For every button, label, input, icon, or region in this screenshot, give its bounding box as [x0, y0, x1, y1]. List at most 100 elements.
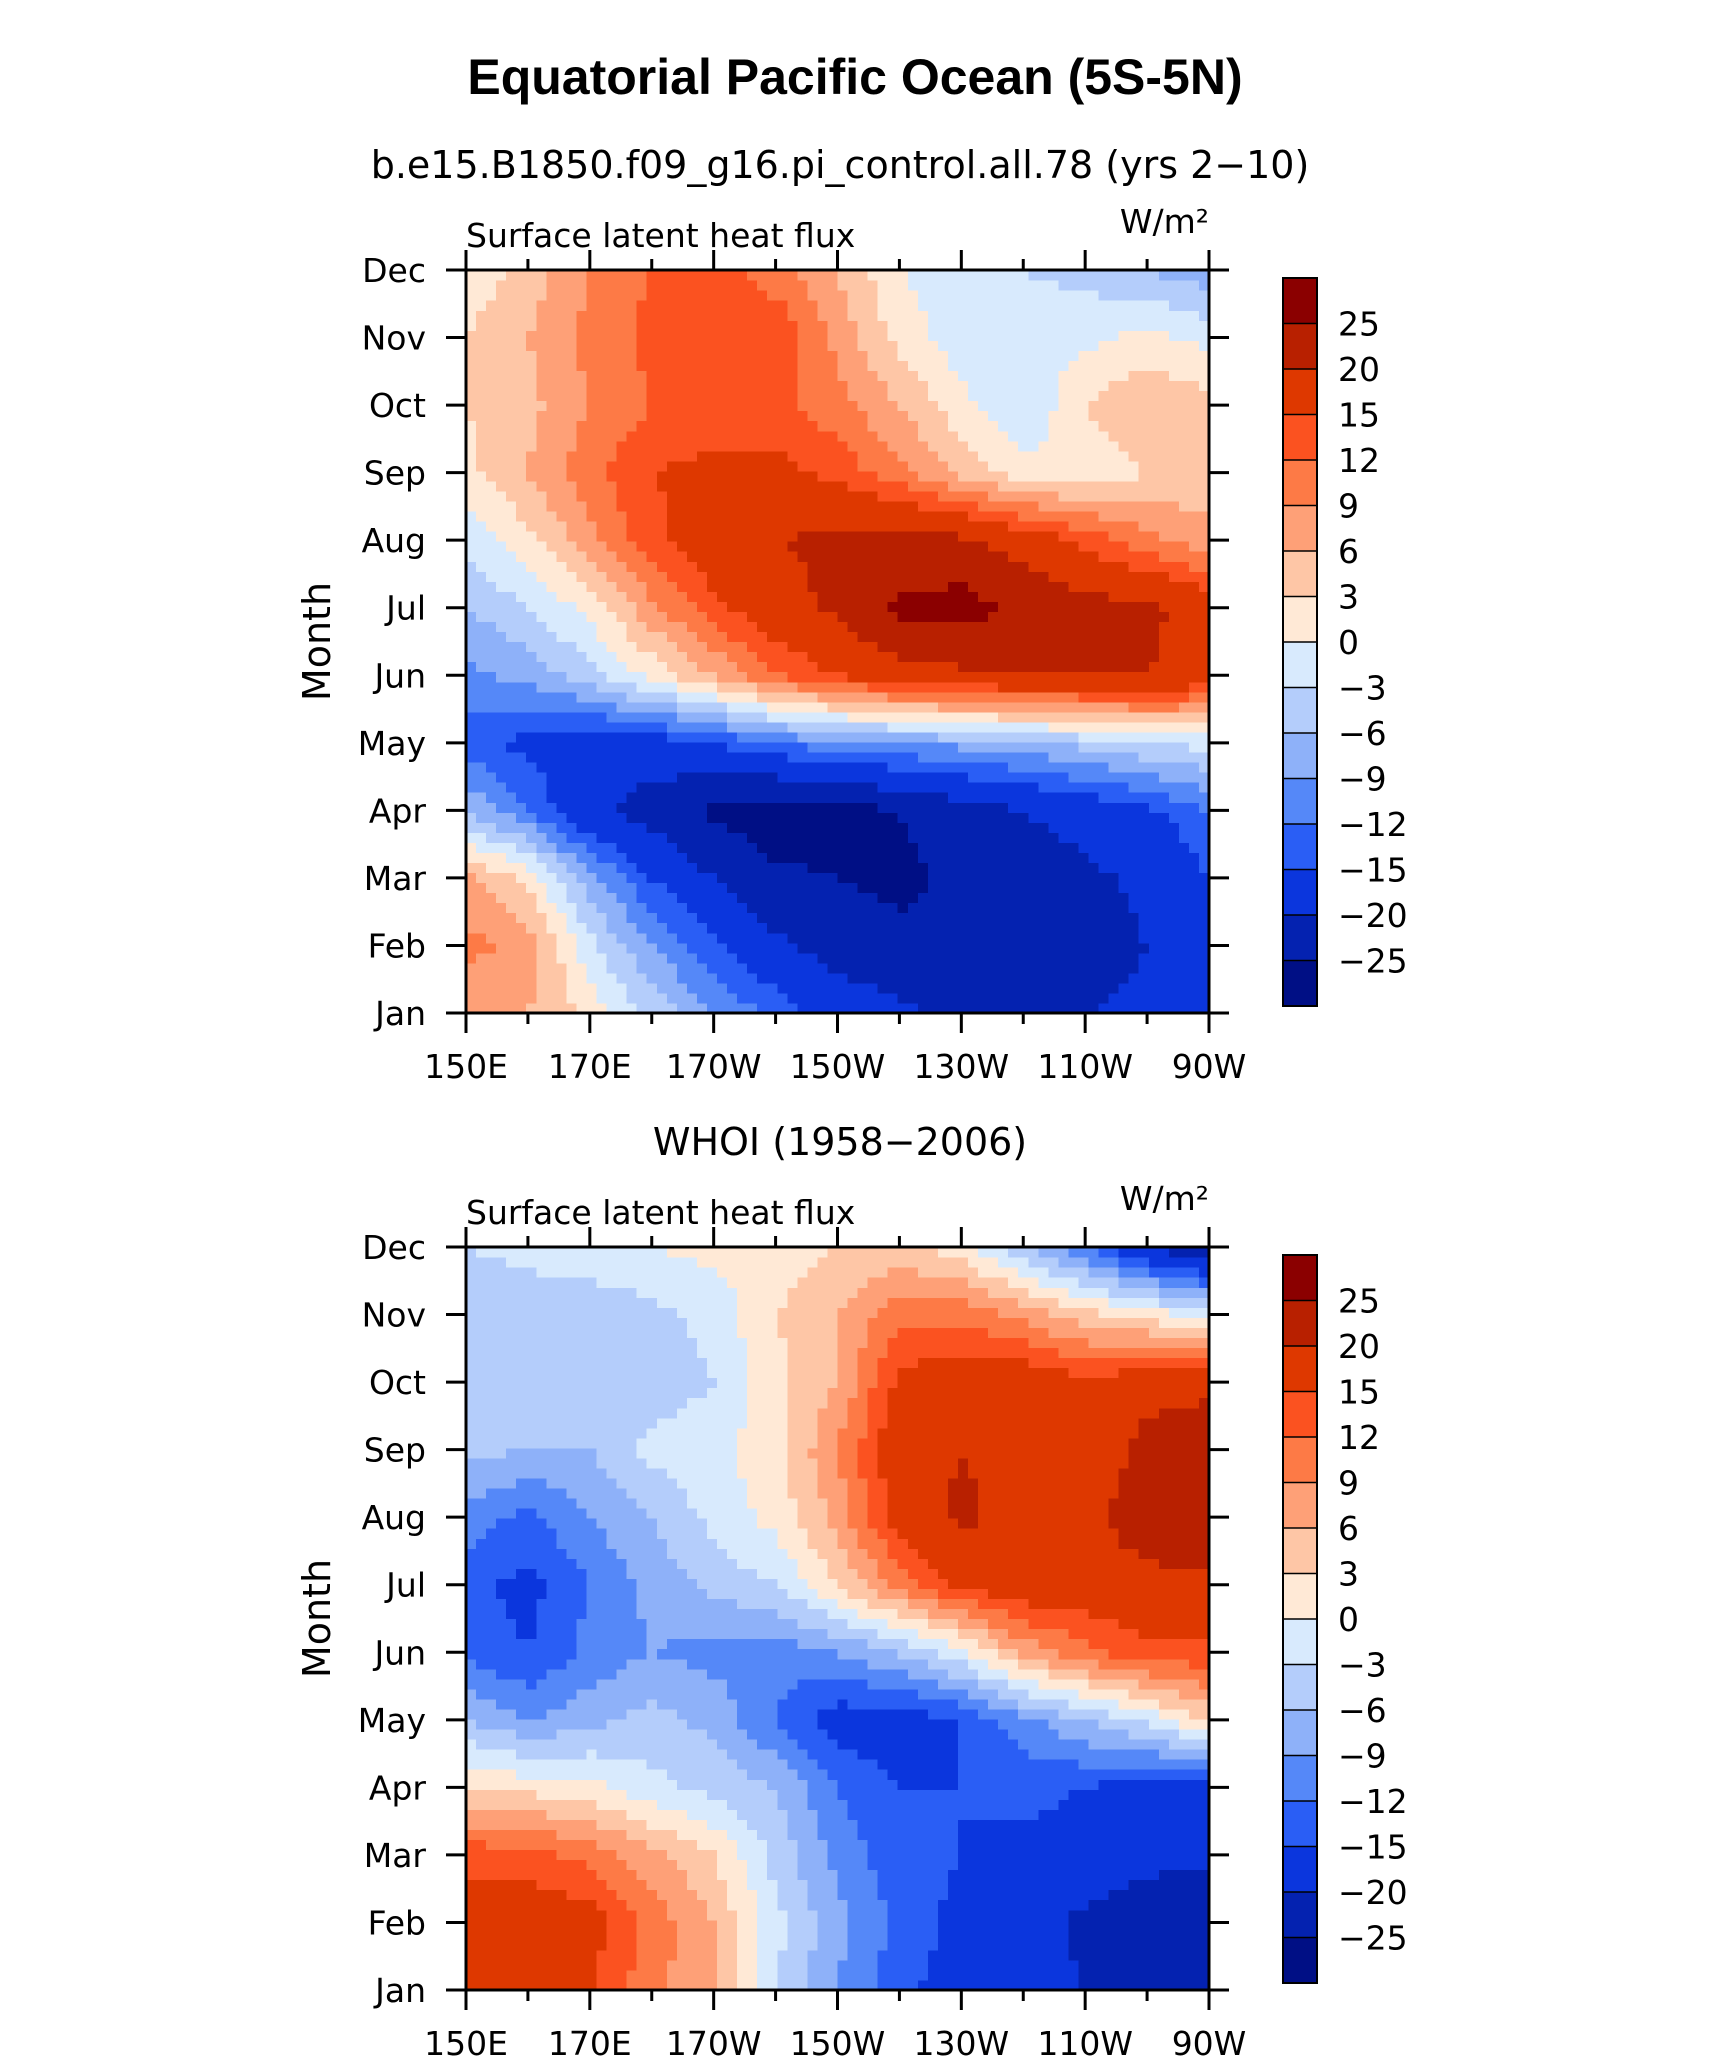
heatmap-cell — [596, 751, 608, 763]
heatmap-cell — [877, 832, 889, 843]
heatmap-cell — [1088, 681, 1100, 693]
heatmap-cell — [747, 400, 758, 412]
heatmap-cell — [506, 852, 517, 863]
heatmap-cell — [1008, 862, 1019, 874]
heatmap-cell — [496, 400, 507, 412]
heatmap-cell — [516, 661, 527, 673]
heatmap-cell — [817, 561, 829, 572]
heatmap-cell — [656, 822, 668, 833]
heatmap-cell — [566, 902, 578, 914]
heatmap-cell — [827, 460, 839, 472]
heatmap-cell — [616, 460, 628, 472]
heatmap-cell — [706, 872, 718, 884]
heatmap-cell — [777, 410, 788, 422]
heatmap-cell — [837, 852, 849, 863]
heatmap-cell — [1018, 360, 1029, 371]
heatmap-cell — [767, 390, 778, 402]
heatmap-cell — [536, 631, 547, 643]
heatmap-cell — [666, 641, 678, 653]
heatmap-cell — [676, 641, 688, 653]
heatmap-cell — [636, 872, 648, 884]
heatmap-cell — [1108, 832, 1120, 843]
heatmap-cell — [476, 470, 487, 482]
heatmap-cell — [998, 521, 1009, 532]
heatmap-cell — [1058, 711, 1070, 723]
heatmap-cell — [626, 872, 638, 884]
heatmap-cell — [787, 882, 798, 894]
heatmap-cell — [1198, 521, 1209, 532]
heatmap-cell — [937, 761, 949, 773]
heatmap-cell — [496, 782, 507, 793]
heatmap-cell — [706, 902, 718, 914]
heatmap-cell — [626, 792, 638, 803]
heatmap-cell — [496, 792, 507, 803]
heatmap-cell — [757, 561, 768, 572]
heatmap-cell — [857, 631, 869, 643]
heatmap-cell — [666, 561, 678, 572]
heatmap-cell — [867, 551, 879, 562]
heatmap-cell — [686, 772, 698, 783]
heatmap-cell — [797, 561, 808, 572]
heatmap-cell — [867, 741, 879, 753]
heatmap-cell — [506, 350, 517, 361]
heatmap-cell — [867, 832, 879, 843]
heatmap-cell — [978, 922, 989, 934]
heatmap-cell — [706, 571, 718, 582]
heatmap-cell — [506, 952, 517, 964]
heatmap-cell — [496, 551, 507, 562]
heatmap-cell — [1128, 621, 1140, 633]
heatmap-cell — [636, 430, 648, 442]
heatmap-cell — [717, 952, 728, 964]
heatmap-cell — [466, 541, 477, 552]
heatmap-cell — [1078, 510, 1090, 522]
heatmap-cell — [837, 882, 849, 894]
heatmap-cell — [466, 782, 477, 793]
heatmap-cell — [1088, 360, 1100, 371]
heatmap-cell — [596, 651, 608, 663]
heatmap-cell — [917, 962, 929, 974]
heatmap-cell — [1168, 1002, 1180, 1013]
heatmap-cell — [747, 521, 758, 532]
heatmap-cell — [827, 591, 839, 602]
heatmap-cell — [917, 641, 929, 653]
heatmap-cell — [516, 942, 527, 954]
heatmap-cell — [646, 731, 658, 743]
heatmap-cell — [636, 912, 648, 924]
heatmap-cell — [1098, 671, 1110, 683]
heatmap-cell — [646, 902, 658, 914]
heatmap-cell — [937, 671, 949, 683]
heatmap-cell — [636, 952, 648, 964]
heatmap-cell — [1018, 531, 1029, 542]
heatmap-cell — [1148, 571, 1160, 582]
heatmap-cell — [737, 390, 748, 402]
heatmap-cell — [556, 952, 567, 964]
heatmap-cell — [636, 470, 648, 482]
heatmap-cell — [676, 390, 688, 402]
heatmap-cell — [696, 591, 708, 602]
heatmap-cell — [1188, 972, 1200, 984]
heatmap-cell — [1128, 741, 1140, 753]
heatmap-cell — [767, 711, 778, 723]
heatmap-cell — [566, 521, 578, 532]
heatmap-cell — [1128, 571, 1140, 582]
heatmap-cell — [797, 802, 808, 813]
heatmap-cell — [1098, 500, 1110, 512]
heatmap-cell — [706, 601, 718, 612]
heatmap-cell — [917, 842, 929, 853]
panel-model: b.e15.B1850.f09_g16.pi_control.all.78 (y… — [295, 143, 1408, 1086]
heatmap-cell — [526, 581, 537, 592]
heatmap-cell — [1028, 551, 1039, 562]
heatmap-cell — [827, 751, 839, 763]
heatmap-cell — [968, 521, 979, 532]
heatmap-cell — [968, 892, 979, 904]
heatmap-cell — [867, 350, 879, 361]
heatmap-cell — [576, 942, 588, 954]
heatmap-cell — [586, 531, 598, 542]
heatmap-cell — [606, 591, 618, 602]
heatmap-cell — [847, 440, 859, 452]
heatmap-cell — [466, 942, 477, 954]
heatmap-cell — [717, 852, 728, 863]
heatmap-cell — [897, 661, 909, 673]
heatmap-cell — [676, 802, 688, 813]
heatmap-cell — [1038, 952, 1049, 964]
